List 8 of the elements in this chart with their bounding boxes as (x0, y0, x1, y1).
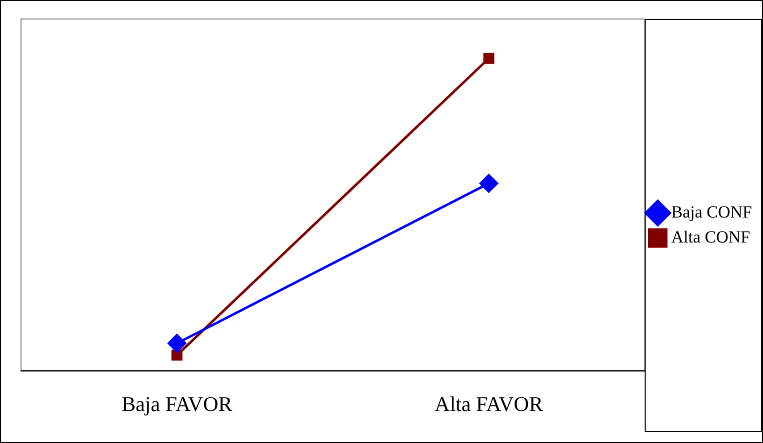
point (171, 350, 182, 361)
x-tick-label: Baja FAVOR (122, 392, 232, 416)
point (480, 174, 498, 193)
legend-label: Alta CONF (671, 227, 750, 246)
point (483, 52, 494, 64)
legend-label: Baja CONF (671, 202, 752, 222)
x-tick-label: Alta FAVOR (434, 392, 543, 416)
point (168, 334, 186, 353)
